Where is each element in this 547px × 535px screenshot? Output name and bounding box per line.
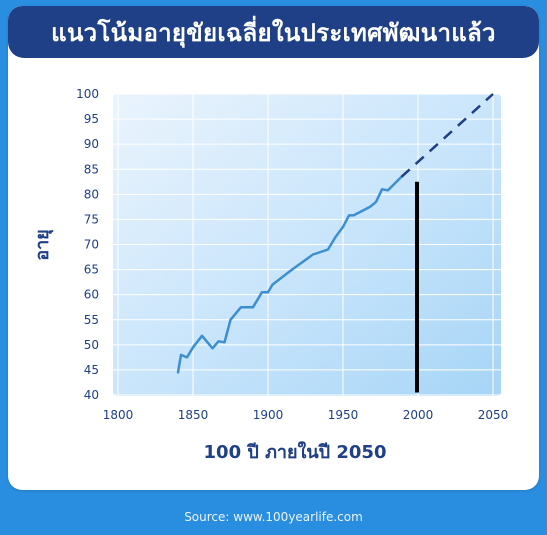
y-tick-label: 85 <box>84 162 99 176</box>
x-tick-label: 1950 <box>328 408 359 422</box>
y-tick-label: 95 <box>84 112 99 126</box>
source-note: Source: www.100yearlife.com <box>184 510 363 524</box>
y-tick-label: 90 <box>84 137 99 151</box>
y-tick-label: 100 <box>76 87 99 101</box>
x-tick-label: 2050 <box>478 408 509 422</box>
y-tick-label: 65 <box>84 263 99 277</box>
y-tick-label: 40 <box>84 388 99 402</box>
x-tick-label: 2000 <box>403 408 434 422</box>
y-axis-label: อายุ <box>32 229 54 260</box>
x-tick-label: 1800 <box>103 408 134 422</box>
y-tick-label: 50 <box>84 338 99 352</box>
chart-title: แนวโน้มอายุขัยเฉลี่ยในประเทศพัฒนาแล้ว <box>51 18 496 47</box>
y-tick-label: 70 <box>84 238 99 252</box>
x-tick-label: 1900 <box>253 408 284 422</box>
series-line-dashed <box>400 93 494 178</box>
x-axis-label: 100 ปี ภายในปี 2050 <box>204 441 387 463</box>
series-line-solid <box>176 175 403 374</box>
x-tick-label: 1850 <box>178 408 209 422</box>
y-tick-label: 80 <box>84 187 99 201</box>
y-tick-label: 55 <box>84 313 99 327</box>
title-bar: แนวโน้มอายุขัยเฉลี่ยในประเทศพัฒนาแล้ว <box>8 6 539 58</box>
y-tick-label: 60 <box>84 288 99 302</box>
y-tick-label: 45 <box>84 363 99 377</box>
y-tick-label: 75 <box>84 212 99 226</box>
